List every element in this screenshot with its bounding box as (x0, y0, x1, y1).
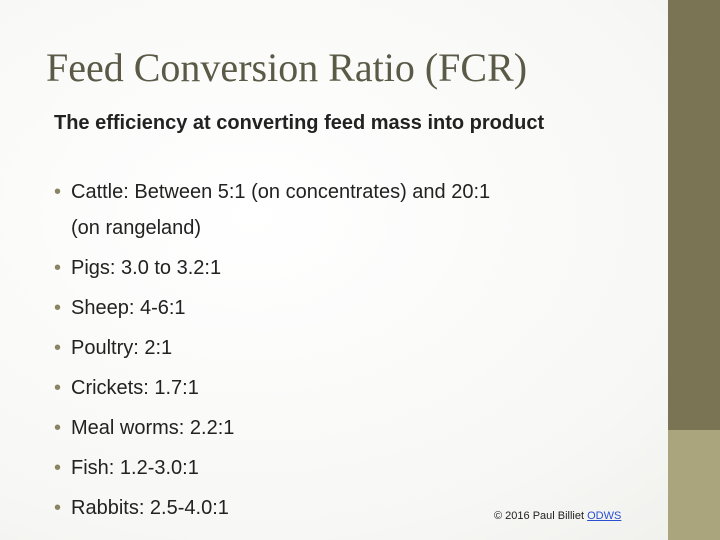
slide-title: Feed Conversion Ratio (FCR) (46, 45, 528, 90)
bullet: Sheep: 4-6:1 (54, 290, 504, 326)
bullet: Fish: 1.2-3.0:1 (54, 450, 504, 486)
bullet-list: Cattle: Between 5:1 (on concentrates) an… (54, 174, 504, 530)
credit: © 2016 Paul Billiet (494, 510, 585, 522)
bullet: Crickets: 1.7:1 (54, 370, 504, 406)
bullet: Cattle: Between 5:1 (on concentrates) an… (54, 174, 504, 246)
bullet: Rabbits: 2.5-4.0:1 (54, 490, 504, 526)
footer: © 2016 Paul Billiet ODWS (494, 510, 621, 522)
bullet: Poultry: 2:1 (54, 330, 504, 366)
side-strip (668, 430, 720, 540)
intro: The efficiency at converting feed mass i… (54, 112, 545, 134)
side-strip (668, 0, 720, 430)
link[interactable]: ODWS (587, 510, 622, 522)
bullet: Meal worms: 2.2:1 (54, 410, 504, 446)
bullet: Pigs: 3.0 to 3.2:1 (54, 250, 504, 286)
